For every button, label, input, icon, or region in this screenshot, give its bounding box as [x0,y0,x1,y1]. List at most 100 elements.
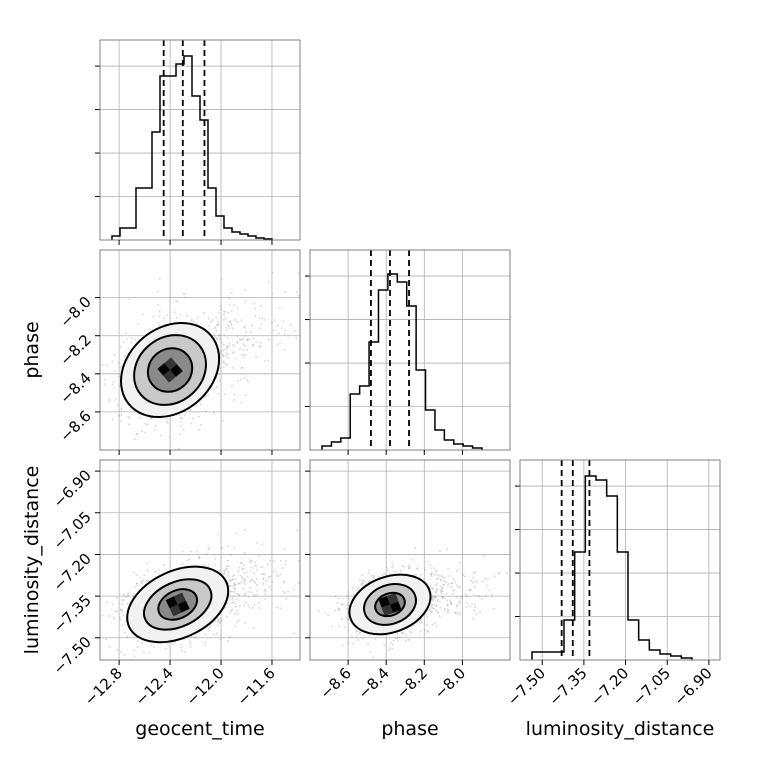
sample-point [243,605,246,608]
scatter-panel-geocent_time_vs_luminosity_distance [95,459,301,665]
sample-point [473,594,476,597]
sample-point [433,597,436,599]
sample-point [239,562,242,564]
contour-line [143,578,213,631]
sample-point [252,593,255,596]
sample-point [473,571,476,574]
sample-point [249,587,252,590]
sample-point [249,580,251,583]
sample-point [240,319,243,322]
sample-point [465,601,468,604]
sample-point [347,618,349,621]
sample-point [146,562,149,565]
sample-point [253,572,256,574]
sample-point [163,317,165,319]
sample-point [217,323,220,326]
sample-point [452,578,455,581]
sample-point [223,313,226,316]
sample-point [112,616,115,619]
sample-point [254,561,256,564]
sample-point [180,417,183,420]
sample-point [431,604,434,607]
sample-point [356,633,359,636]
sample-point [223,573,226,576]
sample-point [242,356,245,359]
sample-point [241,576,244,578]
sample-point [180,646,183,649]
sample-point [237,613,239,616]
sample-point [153,429,156,432]
sample-point [255,577,258,580]
sample-point [277,332,280,335]
sample-point [182,292,185,295]
sample-point [181,550,184,553]
sample-point [224,317,227,320]
density-core-cell [165,596,178,609]
sample-point [446,599,449,602]
sample-point [371,656,374,659]
sample-point [435,604,438,607]
sample-point [233,583,235,586]
sample-point [223,570,226,573]
sample-point [464,575,466,578]
sample-point [431,596,434,599]
sample-point [228,304,231,306]
sample-point [234,625,237,628]
sample-point [150,417,153,420]
sample-point [282,580,285,583]
sample-point [449,599,452,602]
sample-point [360,583,363,586]
sample-point [220,556,223,559]
sample-point [453,612,456,614]
sample-point [439,585,442,588]
sample-point [186,559,189,562]
sample-point [287,590,290,593]
sample-point [223,310,226,313]
sample-point [242,338,245,340]
sample-point [243,593,246,596]
sample-point [234,583,237,586]
sample-point [220,353,223,356]
sample-point [116,610,119,613]
sample-point [261,543,264,546]
sample-point [229,578,232,581]
sample-point [433,596,436,599]
sample-point [166,417,169,420]
sample-point [244,621,246,624]
sample-point [230,384,233,387]
sample-point [445,548,448,550]
sample-point [182,428,185,431]
sample-point [266,359,269,362]
sample-point [180,643,183,646]
sample-point [166,314,169,317]
sample-point [228,342,231,345]
sample-point [368,579,371,582]
sample-point [227,559,230,562]
sample-point [221,419,224,422]
sample-point [431,571,433,574]
sample-point [120,609,122,611]
sample-point [441,589,444,592]
sample-point [246,339,249,342]
sample-point [431,623,434,626]
sample-point [470,603,473,606]
sample-point [173,311,176,314]
contour-line [348,573,432,636]
sample-point [216,324,219,327]
sample-point [454,580,457,583]
sample-point [334,595,337,598]
sample-point [231,601,234,604]
sample-point [441,596,444,599]
sample-point [278,307,281,310]
sample-point [249,561,252,564]
sample-point [121,599,124,602]
sample-point [458,600,461,602]
sample-point [431,611,433,614]
sample-point [252,337,255,340]
sample-point [443,597,446,600]
x-axis-label-luminosity_distance: luminosity_distance [526,718,715,740]
sample-point [133,438,136,441]
sample-point [263,360,266,363]
sample-point [251,578,254,581]
sample-point [254,582,257,584]
